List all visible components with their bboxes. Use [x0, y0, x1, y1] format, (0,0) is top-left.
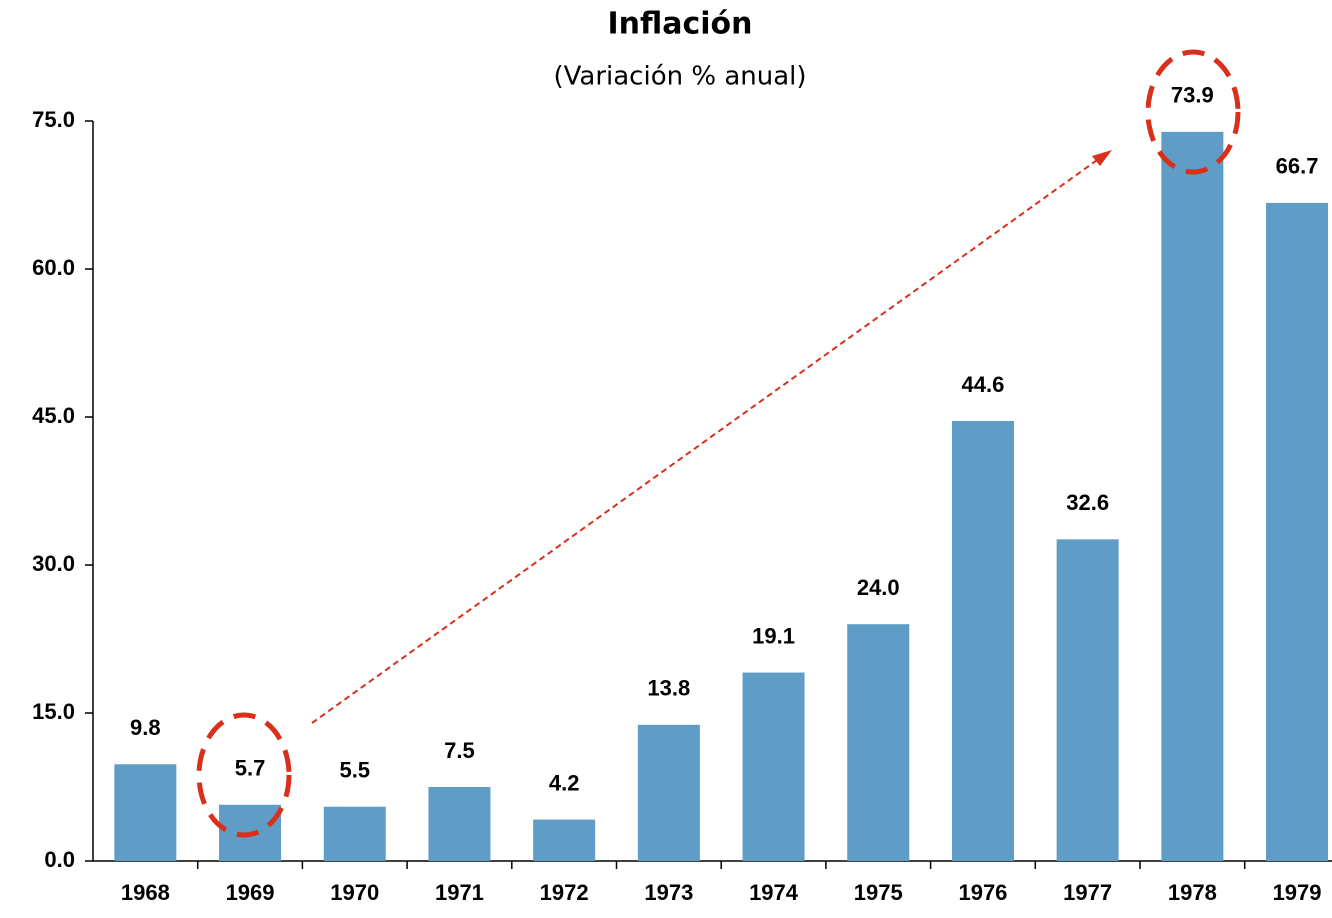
arrow-head: [1092, 150, 1112, 166]
data-label: 19.1: [752, 623, 795, 648]
bar: [533, 819, 596, 861]
bar: [1266, 202, 1329, 862]
x-tick-label: 1977: [1063, 880, 1112, 905]
x-tick-label: 1969: [226, 880, 275, 905]
highlight-circle: [1145, 49, 1241, 175]
highlight-circle: [196, 712, 292, 838]
bar: [428, 787, 491, 861]
y-tick-label: 15.0: [32, 699, 75, 724]
bar: [847, 624, 910, 861]
data-label: 4.2: [549, 770, 580, 795]
data-label: 5.5: [339, 758, 370, 783]
bar: [114, 764, 177, 861]
data-label: 7.5: [444, 738, 475, 763]
x-tick-label: 1968: [121, 880, 170, 905]
x-tick-label: 1976: [958, 880, 1007, 905]
data-label: 24.0: [857, 575, 900, 600]
data-label: 32.6: [1066, 490, 1109, 515]
y-tick-label: 0.0: [44, 847, 75, 872]
x-tick-label: 1974: [749, 880, 799, 905]
y-tick-label: 60.0: [32, 255, 75, 280]
bar: [1161, 131, 1224, 861]
bar: [742, 672, 805, 861]
data-label: 9.8: [130, 715, 161, 740]
y-tick-label: 75.0: [32, 107, 75, 132]
x-tick-label: 1970: [330, 880, 379, 905]
x-tick-label: 1972: [540, 880, 589, 905]
data-label: 44.6: [962, 372, 1005, 397]
data-label: 66.7: [1276, 154, 1319, 179]
bar: [1056, 539, 1119, 861]
bar: [323, 806, 386, 861]
arrow: [311, 157, 1101, 724]
x-tick-label: 1978: [1168, 880, 1217, 905]
y-tick-label: 45.0: [32, 403, 75, 428]
y-tick-label: 30.0: [32, 551, 75, 576]
data-label: 13.8: [647, 676, 690, 701]
x-tick-label: 1971: [435, 880, 484, 905]
chart-subtitle: (Variación % anual): [553, 62, 806, 92]
bar: [951, 420, 1014, 861]
x-tick-label: 1979: [1273, 880, 1322, 905]
bar: [637, 724, 700, 861]
chart-title: Inflación: [607, 7, 752, 42]
data-label: 5.7: [235, 756, 266, 781]
data-label: 73.9: [1171, 83, 1214, 108]
x-tick-label: 1975: [854, 880, 903, 905]
x-tick-label: 1973: [644, 880, 693, 905]
